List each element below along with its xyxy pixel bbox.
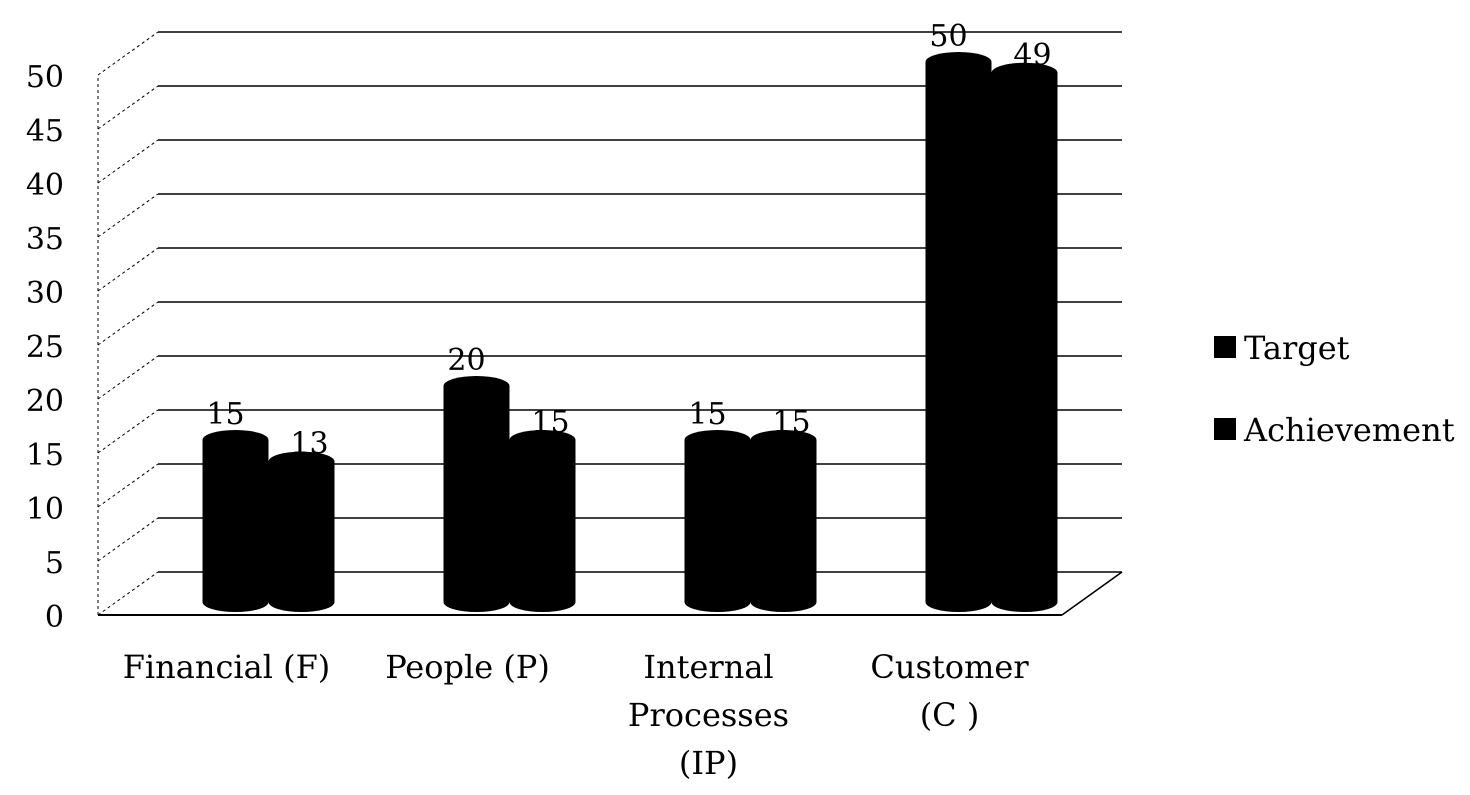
- wall-diagonal: [97, 139, 159, 184]
- legend-label: Target: [1244, 329, 1350, 367]
- bar-bottom: [991, 592, 1058, 612]
- bar: [684, 430, 751, 612]
- bar-top: [991, 62, 1058, 83]
- bar-body: [509, 440, 576, 602]
- wall-diagonal: [97, 409, 159, 454]
- x-tick-label: (IP): [679, 744, 738, 782]
- bar-top: [202, 430, 269, 450]
- y-tick-label: 0: [45, 600, 64, 635]
- x-tick-label: Processes: [628, 696, 789, 734]
- wall-diagonal: [97, 355, 159, 400]
- legend-swatch: [1214, 418, 1236, 440]
- bar: [750, 430, 817, 612]
- bar: [202, 430, 269, 612]
- bar-top: [509, 430, 576, 450]
- bar-bottom: [750, 592, 817, 612]
- y-tick-label: 45: [26, 114, 64, 149]
- bar-top: [750, 430, 817, 450]
- bar-bottom: [925, 592, 992, 612]
- bar-top: [684, 430, 751, 450]
- bar: [925, 52, 992, 612]
- legend: Target Achievement: [1214, 329, 1455, 449]
- bar-bottom: [509, 592, 576, 612]
- data-label: 49: [1013, 38, 1051, 73]
- bar-bottom: [202, 592, 269, 612]
- wall-diagonal: [97, 247, 159, 292]
- data-label: 15: [206, 397, 244, 432]
- bars: [202, 52, 1058, 612]
- bar-body: [268, 461, 335, 602]
- bar-body: [991, 72, 1058, 603]
- data-label: 13: [290, 427, 328, 462]
- wall-diagonal: [97, 31, 159, 76]
- legend-label: Achievement: [1243, 411, 1455, 449]
- bar: [991, 62, 1058, 612]
- bar-top: [268, 451, 335, 472]
- y-tick-label: 5: [45, 546, 64, 581]
- x-tick-label: (C ): [920, 696, 980, 734]
- x-tick-label: Customer: [870, 648, 1029, 686]
- data-label: 15: [772, 405, 810, 440]
- legend-swatch: [1214, 336, 1236, 358]
- y-tick-label: 25: [26, 330, 64, 365]
- bar: [443, 376, 510, 612]
- y-tick-label: 35: [26, 222, 64, 257]
- y-tick-label: 10: [26, 492, 64, 527]
- axes: 0 5 10 15 20 25 30 35 40 45 50 Financial (F) People …: [26, 60, 1123, 782]
- wall-diagonal: [97, 193, 159, 238]
- bar-body: [925, 62, 992, 602]
- bar-bottom: [684, 592, 751, 612]
- floor-edge: [1061, 571, 1123, 616]
- wall-diagonal: [97, 571, 159, 616]
- bar: [509, 430, 576, 612]
- data-label: 15: [688, 397, 726, 432]
- data-labels: 15 13 20 15 15 15 50 49: [206, 19, 1051, 462]
- bar-body: [684, 440, 751, 602]
- x-tick-label: People (P): [385, 648, 550, 686]
- y-tick-label: 20: [26, 384, 64, 419]
- wall-diagonal: [97, 301, 159, 346]
- wall-diagonal: [97, 517, 159, 562]
- data-label: 50: [929, 19, 967, 54]
- data-label: 15: [531, 405, 569, 440]
- bar-body: [202, 440, 269, 602]
- wall-diagonal: [97, 85, 159, 130]
- y-tick-label: 15: [26, 438, 64, 473]
- bar-top: [443, 376, 510, 396]
- x-tick-label: Internal: [643, 648, 773, 686]
- y-tick-label: 40: [26, 168, 64, 203]
- y-tick-label: 30: [26, 276, 64, 311]
- data-label: 20: [447, 343, 485, 378]
- y-tick-label: 50: [26, 60, 64, 95]
- x-tick-label: Financial (F): [123, 648, 331, 686]
- bar: [268, 451, 335, 612]
- bar-body: [443, 386, 510, 602]
- bar-top: [925, 52, 992, 72]
- bar-body: [750, 440, 817, 602]
- wall-diagonal: [97, 463, 159, 508]
- bar-bottom: [268, 592, 335, 612]
- bar-bottom: [443, 592, 510, 612]
